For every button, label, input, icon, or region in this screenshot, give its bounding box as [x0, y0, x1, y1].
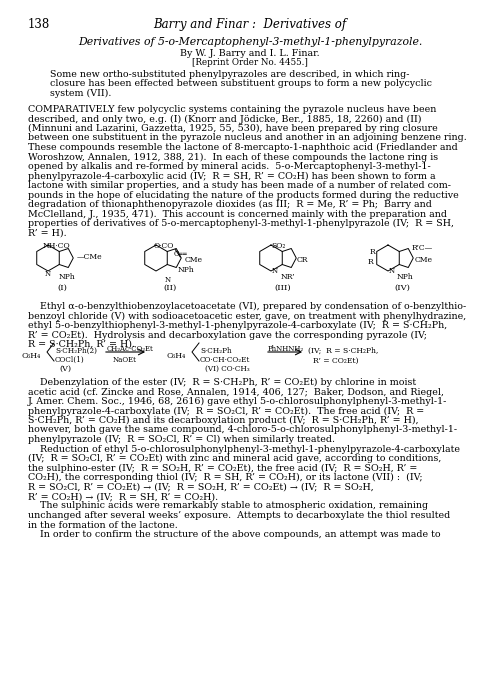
Text: N: N [272, 267, 278, 275]
Text: pounds in the hope of elucidating the nature of the products formed during the r: pounds in the hope of elucidating the na… [28, 191, 459, 200]
Text: McClelland, J., 1935, 471).  This account is concerned mainly with the preparati: McClelland, J., 1935, 471). This account… [28, 209, 447, 219]
Text: CH₂Ac·CO₂Et: CH₂Ac·CO₂Et [107, 345, 154, 353]
Text: 138: 138 [28, 18, 50, 31]
Text: J. Amer. Chem. Soc., 1946, 68, 2616) gave ethyl 5-o-chlorosulphonylphenyl-3-meth: J. Amer. Chem. Soc., 1946, 68, 2616) gav… [28, 397, 448, 406]
Text: Reduction of ethyl 5-o-chlorosulphonylphenyl-3-methyl-1-phenylpyrazole-4-carboxy: Reduction of ethyl 5-o-chlorosulphonylph… [28, 445, 460, 454]
Text: properties of derivatives of 5-o-mercaptophenyl-3-methyl-1-phenylpyrazole (IV;  : properties of derivatives of 5-o-mercapt… [28, 219, 454, 228]
Text: Ethyl α-o-benzylthiobenzoylacetoacetate (VI), prepared by condensation of o-benz: Ethyl α-o-benzylthiobenzoylacetoacetate … [28, 302, 466, 311]
Text: R: R [369, 248, 375, 256]
Text: (III): (III) [274, 284, 291, 292]
Text: R’ = CO₂H) → (IV;  R = SH, R’ = CO₂H).: R’ = CO₂H) → (IV; R = SH, R’ = CO₂H). [28, 492, 218, 501]
Text: CR: CR [297, 256, 308, 264]
Text: (IV;  R = SO₂Cl, R’ = CO₂Et) with zinc and mineral acid gave, according to condi: (IV; R = SO₂Cl, R’ = CO₂Et) with zinc an… [28, 454, 442, 463]
Text: CMe: CMe [415, 256, 433, 264]
Text: unchanged after several weeks’ exposure.  Attempts to decarboxylate the thiol re: unchanged after several weeks’ exposure.… [28, 511, 450, 520]
Text: however, both gave the same compound, 4-chloro-5-o-chlorosulphonylphenyl-3-methy: however, both gave the same compound, 4-… [28, 425, 457, 434]
Text: opened by alkalis and re-formed by mineral acids.  5-o-Mercaptophenyl-3-methyl-1: opened by alkalis and re-formed by miner… [28, 162, 431, 171]
Text: Some new ortho-substituted phenylpyrazoles are described, in which ring-: Some new ortho-substituted phenylpyrazol… [50, 70, 410, 79]
Text: R’ = CO₂Et).  Hydrolysis and decarboxylation gave the corresponding pyrazole (IV: R’ = CO₂Et). Hydrolysis and decarboxylat… [28, 331, 427, 340]
Text: —CMe: —CMe [77, 253, 102, 261]
Text: system (VII).: system (VII). [50, 89, 112, 98]
Text: NH·CO: NH·CO [42, 242, 70, 250]
Text: NR’: NR’ [280, 273, 295, 281]
Text: C₆H₄: C₆H₄ [22, 352, 41, 360]
Text: Barry and Finar :  Derivatives of: Barry and Finar : Derivatives of [154, 18, 346, 31]
Text: acetic acid (cf. Zincke and Rose, Annalen, 1914, 406, 127;  Baker, Dodson, and R: acetic acid (cf. Zincke and Rose, Annale… [28, 388, 444, 397]
Text: (Minnuni and Lazarini, Gazzetta, 1925, 55, 530), have been prepared by ring clos: (Minnuni and Lazarini, Gazzetta, 1925, 5… [28, 124, 438, 133]
Text: R’ = H).: R’ = H). [28, 228, 66, 237]
Text: (IV;  R = S·CH₂Ph,: (IV; R = S·CH₂Ph, [308, 347, 378, 355]
Text: (II): (II) [164, 284, 176, 292]
Text: phenylpyrazole (IV;  R = SO₂Cl, R’ = Cl) when similarly treated.: phenylpyrazole (IV; R = SO₂Cl, R’ = Cl) … [28, 435, 335, 444]
Text: (I): (I) [57, 284, 67, 292]
Text: Debenzylation of the ester (IV;  R = S·CH₂Ph, R’ = CO₂Et) by chlorine in moist: Debenzylation of the ester (IV; R = S·CH… [28, 378, 416, 387]
Text: R’C—: R’C— [412, 244, 433, 252]
Text: R = SO₂Cl, R’ = CO₂Et) → (IV;  R = SO₂H, R’ = CO₂Et) → (IV;  R = SO₂H,: R = SO₂Cl, R’ = CO₂Et) → (IV; R = SO₂H, … [28, 482, 374, 491]
Text: benzoyl chloride (V) with sodioacetoacetic ester, gave, on treatment with phenyl: benzoyl chloride (V) with sodioacetoacet… [28, 312, 466, 321]
Text: NPh: NPh [178, 266, 195, 274]
Text: CMe: CMe [185, 256, 203, 264]
Text: S·CH₂Ph(2): S·CH₂Ph(2) [55, 347, 97, 355]
Text: Derivatives of 5-o-Mercaptophenyl-3-methyl-1-phenylpyrazole.: Derivatives of 5-o-Mercaptophenyl-3-meth… [78, 37, 422, 47]
Text: (VI) CO·CH₃: (VI) CO·CH₃ [205, 365, 250, 373]
Text: CO·CH·CO₂Et: CO·CH·CO₂Et [200, 356, 250, 364]
Text: C₆H₄: C₆H₄ [167, 352, 186, 360]
Text: between one substituent in the pyrazole nucleus and another in an adjoining benz: between one substituent in the pyrazole … [28, 134, 467, 143]
Text: NPh: NPh [396, 273, 413, 281]
Text: In order to confirm the structure of the above compounds, an attempt was made to: In order to confirm the structure of the… [28, 530, 440, 539]
Text: the sulphino-ester (IV;  R = SO₂H, R’ = CO₂Et), the free acid (IV;  R = SO₂H, R’: the sulphino-ester (IV; R = SO₂H, R’ = C… [28, 464, 417, 473]
Text: (IV): (IV) [394, 284, 410, 292]
Text: degradation of thionaphthenopyrazole dioxides (as III;  R = Me, R’ = Ph;  Barry : degradation of thionaphthenopyrazole dio… [28, 200, 432, 209]
Text: closure has been effected between substituent groups to form a new polycyclic: closure has been effected between substi… [50, 79, 432, 88]
Text: N: N [45, 270, 51, 278]
Text: R: R [367, 258, 373, 266]
Text: R’ = CO₂Et): R’ = CO₂Et) [313, 357, 358, 365]
Text: N: N [389, 267, 395, 275]
Text: By W. J. Barry and I. L. Finar.: By W. J. Barry and I. L. Finar. [180, 49, 320, 58]
Text: described, and only two, e.g. (I) (Knorr and Jödicke, Ber., 1885, 18, 2260) and : described, and only two, e.g. (I) (Knorr… [28, 115, 421, 124]
Text: in the formation of the lactone.: in the formation of the lactone. [28, 521, 178, 530]
Text: N: N [165, 276, 171, 284]
Text: COMPARATIVELY few polycyclic systems containing the pyrazole nucleus have been: COMPARATIVELY few polycyclic systems con… [28, 105, 436, 114]
Text: (V): (V) [59, 365, 71, 373]
Text: COCl(1): COCl(1) [55, 356, 85, 364]
Text: S·CH₂Ph, R’ = CO₂H) and its decarboxylation product (IV;  R = S·CH₂Ph, R’ = H),: S·CH₂Ph, R’ = CO₂H) and its decarboxylat… [28, 416, 418, 425]
Text: CO₂H), the corresponding thiol (IV;  R = SH, R’ = CO₂H), or its lactone (VII) : : CO₂H), the corresponding thiol (IV; R = … [28, 473, 422, 482]
Text: phenylpyrazole-4-carboxylic acid (IV;  R = SH, R’ = CO₂H) has been shown to form: phenylpyrazole-4-carboxylic acid (IV; R … [28, 171, 436, 181]
Text: NaOEt: NaOEt [113, 356, 137, 364]
Text: ethyl 5-o-benzylthiophenyl-3-methyl-1-phenylpyrazole-4-carboxylate (IV;  R = S·C: ethyl 5-o-benzylthiophenyl-3-methyl-1-ph… [28, 321, 448, 330]
Text: PhNHNH₂: PhNHNH₂ [268, 345, 304, 353]
Text: These compounds resemble the lactone of 8-mercapto-1-naphthoic acid (Friedlander: These compounds resemble the lactone of … [28, 143, 458, 152]
Text: [Reprint Order No. 4455.]: [Reprint Order No. 4455.] [192, 58, 308, 67]
Text: S·CH₂Ph: S·CH₂Ph [200, 347, 232, 355]
Text: The sulphinic acids were remarkably stable to atmospheric oxidation, remaining: The sulphinic acids were remarkably stab… [28, 502, 428, 510]
Text: phenylpyrazole-4-carboxylate (IV;  R = SO₂Cl, R’ = CO₂Et).  The free acid (IV;  : phenylpyrazole-4-carboxylate (IV; R = SO… [28, 406, 424, 416]
Text: R = S·CH₂Ph, R’ = H).: R = S·CH₂Ph, R’ = H). [28, 340, 135, 349]
Text: lactone with similar properties, and a study has been made of a number of relate: lactone with similar properties, and a s… [28, 181, 451, 190]
Text: NPh: NPh [58, 273, 76, 281]
Text: O·CO: O·CO [154, 242, 174, 250]
Text: Woroshzow, Annalen, 1912, 388, 21).  In each of these compounds the lactone ring: Woroshzow, Annalen, 1912, 388, 21). In e… [28, 152, 438, 161]
Text: C══: C══ [173, 250, 187, 258]
Text: SO₂: SO₂ [272, 242, 286, 250]
